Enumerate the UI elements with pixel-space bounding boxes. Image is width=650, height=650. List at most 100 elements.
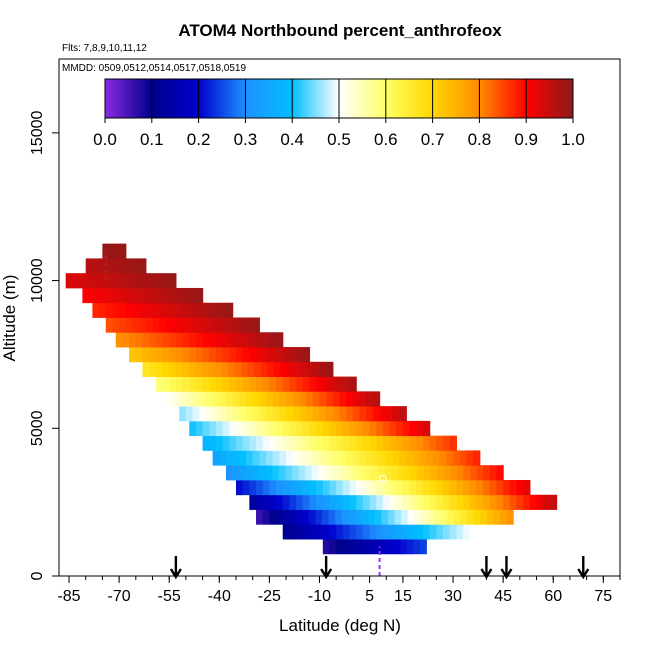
heatmap-cell xyxy=(185,406,194,422)
heatmap-cell xyxy=(256,479,264,496)
heatmap-cell xyxy=(346,450,354,466)
heatmap-cell xyxy=(302,479,311,496)
heatmap-cell xyxy=(399,406,407,422)
heatmap-cell xyxy=(382,479,391,496)
heatmap-cell xyxy=(409,494,417,510)
heatmap-cell xyxy=(312,450,321,466)
heatmap-cell xyxy=(119,243,127,259)
heatmap-cell xyxy=(246,406,254,422)
heatmap-cell xyxy=(249,420,257,437)
heatmap-cell xyxy=(443,479,451,496)
circle-marker xyxy=(552,510,561,518)
heatmap-cell xyxy=(289,494,297,510)
heatmap-cell xyxy=(409,420,417,437)
heatmap-cell xyxy=(111,273,119,289)
heatmap-cell xyxy=(124,273,132,289)
heatmap-cell xyxy=(529,494,538,510)
heatmap-cell xyxy=(443,435,451,451)
heatmap-cell xyxy=(225,406,234,422)
heatmap-cell xyxy=(273,361,281,377)
heatmap-cell xyxy=(349,376,357,392)
heatmap-cell xyxy=(329,420,337,437)
heatmap-cell xyxy=(202,347,210,363)
heatmap-cell xyxy=(105,302,114,318)
heatmap-layer xyxy=(165,391,381,407)
heatmap-cell xyxy=(208,361,216,377)
heatmap-layer xyxy=(105,317,260,333)
heatmap-cell xyxy=(336,420,344,437)
heatmap-cell xyxy=(169,287,177,304)
heatmap-cell xyxy=(496,479,504,496)
arrow-marker xyxy=(320,556,333,580)
heatmap-cell xyxy=(240,361,249,377)
heatmap-cell xyxy=(379,450,387,466)
heatmap-cell xyxy=(219,317,227,333)
heatmap-cell xyxy=(125,258,134,274)
heatmap-cell xyxy=(382,494,391,510)
heatmap-cell xyxy=(322,420,331,437)
heatmap-cell xyxy=(139,302,147,318)
heatmap-cell xyxy=(267,361,275,377)
heatmap-cell xyxy=(319,450,327,466)
heatmap-cell xyxy=(433,450,441,466)
heatmap-cell xyxy=(389,524,397,540)
heatmap-cell xyxy=(463,524,471,540)
heatmap-cell xyxy=(503,494,511,510)
heatmap-cell xyxy=(402,420,411,437)
heatmap-cell xyxy=(376,479,384,496)
heatmap-cell xyxy=(279,450,287,466)
heatmap-cell xyxy=(235,479,244,496)
heatmap-cell xyxy=(162,376,170,392)
heatmap-cell xyxy=(296,435,304,451)
heatmap-cell xyxy=(139,258,147,274)
heatmap-cell xyxy=(276,420,284,437)
x-tick-label: -85 xyxy=(57,588,80,605)
heatmap-cell xyxy=(396,435,404,451)
heatmap-cell xyxy=(129,332,137,348)
heatmap-cell xyxy=(386,406,394,422)
x-tick-label: 30 xyxy=(444,588,462,605)
colorbar: 0.0 0.1 0.2 0.3 0.4 0.5 0.6 0.7 0.8 0.9 1.0 xyxy=(93,78,585,149)
heatmap-cell xyxy=(359,406,367,422)
heatmap-cell xyxy=(165,302,174,318)
heatmap-cell xyxy=(199,406,207,422)
heatmap-cell xyxy=(282,347,291,363)
heatmap-cell xyxy=(246,450,254,466)
heatmap-cell xyxy=(65,273,73,289)
heatmap-cell xyxy=(356,479,364,496)
heatmap-cell xyxy=(159,302,167,318)
heatmap-cell xyxy=(179,406,187,422)
heatmap-cell xyxy=(319,406,327,422)
heatmap-cell xyxy=(209,332,217,348)
heatmap-cell xyxy=(302,435,311,451)
heatmap-cell xyxy=(282,524,291,540)
heatmap-cell xyxy=(104,273,112,289)
heatmap-cell xyxy=(188,361,196,377)
heatmap-cell xyxy=(276,347,284,363)
heatmap-cell xyxy=(132,317,140,333)
heatmap-cell xyxy=(318,465,326,481)
heatmap-cell xyxy=(262,376,270,392)
heatmap-cell xyxy=(252,317,260,333)
heatmap-cell xyxy=(489,479,498,496)
heatmap-cell xyxy=(189,332,197,348)
colorbar-tick-label: 1.0 xyxy=(561,130,585,149)
arrow-marker xyxy=(480,556,493,580)
heatmap-cell xyxy=(192,317,200,333)
heatmap-cell xyxy=(329,539,337,555)
heatmap-cell xyxy=(463,494,471,510)
heatmap-cell xyxy=(172,317,180,333)
heatmap-cell xyxy=(78,273,86,289)
colorbar-tick-label: 0.5 xyxy=(327,130,351,149)
heatmap-cell xyxy=(302,509,310,525)
heatmap-cell xyxy=(142,347,150,363)
heatmap-cell xyxy=(192,391,200,407)
heatmap-cell xyxy=(201,361,209,377)
heatmap-cell xyxy=(192,302,200,318)
heatmap-cell xyxy=(449,494,457,510)
heatmap-cell xyxy=(436,435,444,451)
heatmap-cell xyxy=(291,465,300,481)
heatmap-cell xyxy=(293,361,301,377)
heatmap-cell xyxy=(346,406,354,422)
heatmap-cell xyxy=(469,494,478,510)
